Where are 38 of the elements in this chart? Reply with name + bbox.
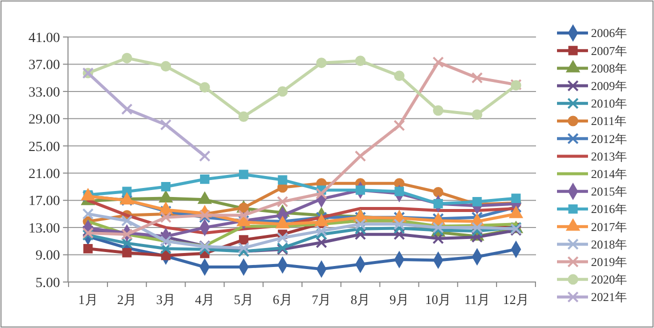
y-tick-label: 41.00	[28, 30, 60, 46]
y-tick-label: 33.00	[28, 85, 60, 100]
x-tick-label: 2月	[117, 292, 137, 307]
legend-label: 2014年	[591, 167, 627, 181]
legend-label: 2008年	[591, 61, 627, 76]
y-tick-label: 13.00	[28, 221, 60, 236]
legend-label: 2020年	[591, 272, 627, 287]
legend-label: 2018年	[591, 237, 627, 252]
x-tick-label: 3月	[156, 292, 176, 307]
x-tick-label: 11月	[464, 292, 490, 307]
legend-label: 2016年	[591, 202, 627, 216]
legend-label: 2015年	[591, 184, 627, 199]
x-tick-label: 12月	[503, 292, 529, 307]
legend-label: 2011年	[591, 114, 627, 128]
y-tick-label: 9.00	[36, 248, 60, 264]
y-tick-label: 25.00	[28, 140, 60, 155]
x-tick-label: 9月	[390, 292, 410, 307]
legend-label: 2013年	[591, 149, 627, 164]
x-tick-label: 7月	[312, 292, 332, 307]
x-tick-label: 6月	[272, 292, 292, 307]
legend-label: 2021年	[591, 290, 627, 304]
y-tick-label: 21.00	[28, 167, 60, 182]
legend-label: 2006年	[591, 26, 627, 40]
y-tick-label: 29.00	[28, 112, 60, 128]
legend-label: 2007年	[591, 44, 627, 58]
y-tick-label: 5.00	[36, 276, 60, 291]
y-tick-label: 17.00	[28, 194, 60, 210]
x-tick-label: 5月	[234, 292, 254, 307]
legend-label: 2010年	[591, 96, 627, 111]
legend-label: 2019年	[591, 255, 627, 269]
legend-label: 2017年	[591, 220, 627, 234]
x-tick-label: 1月	[78, 292, 98, 307]
y-tick-label: 37.00	[28, 58, 60, 74]
x-tick-label: 8月	[350, 292, 370, 307]
legend-label: 2009年	[591, 79, 627, 93]
x-tick-label: 4月	[194, 292, 214, 307]
x-tick-label: 10月	[425, 292, 452, 307]
legend-label: 2012年	[591, 132, 627, 146]
